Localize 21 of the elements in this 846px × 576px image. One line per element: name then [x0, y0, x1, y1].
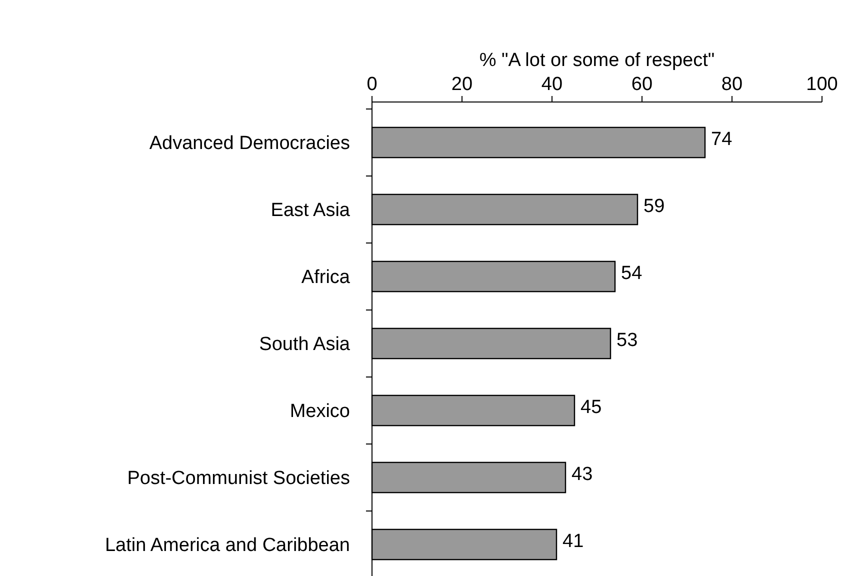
y-tick-label: East Asia [270, 200, 350, 222]
y-tick-label: South Asia [259, 334, 350, 356]
x-tick-label: 100 [806, 74, 838, 95]
x-tick-label: 80 [721, 74, 743, 95]
y-tick-label: Post-Communist Societies [127, 468, 350, 490]
data-label: 45 [580, 397, 602, 418]
x-tick-label: 40 [541, 74, 563, 95]
data-label: 74 [711, 129, 733, 150]
y-tick-label: Africa [301, 267, 350, 288]
x-tick-label: 0 [366, 74, 378, 95]
data-label: 41 [562, 531, 584, 552]
data-label: 59 [644, 196, 665, 218]
data-label: 43 [572, 464, 593, 486]
x-axis-title: % "A lot or some of respect" [479, 50, 715, 71]
data-label: 53 [616, 330, 638, 352]
y-tick-label: Advanced Democracies [149, 133, 350, 154]
x-tick-label: 60 [631, 74, 653, 95]
x-tick-label: 20 [451, 74, 473, 95]
y-tick-label: Latin America and Caribbean [104, 535, 350, 556]
y-tick-label: Mexico [290, 401, 350, 422]
data-label: 54 [621, 263, 643, 284]
